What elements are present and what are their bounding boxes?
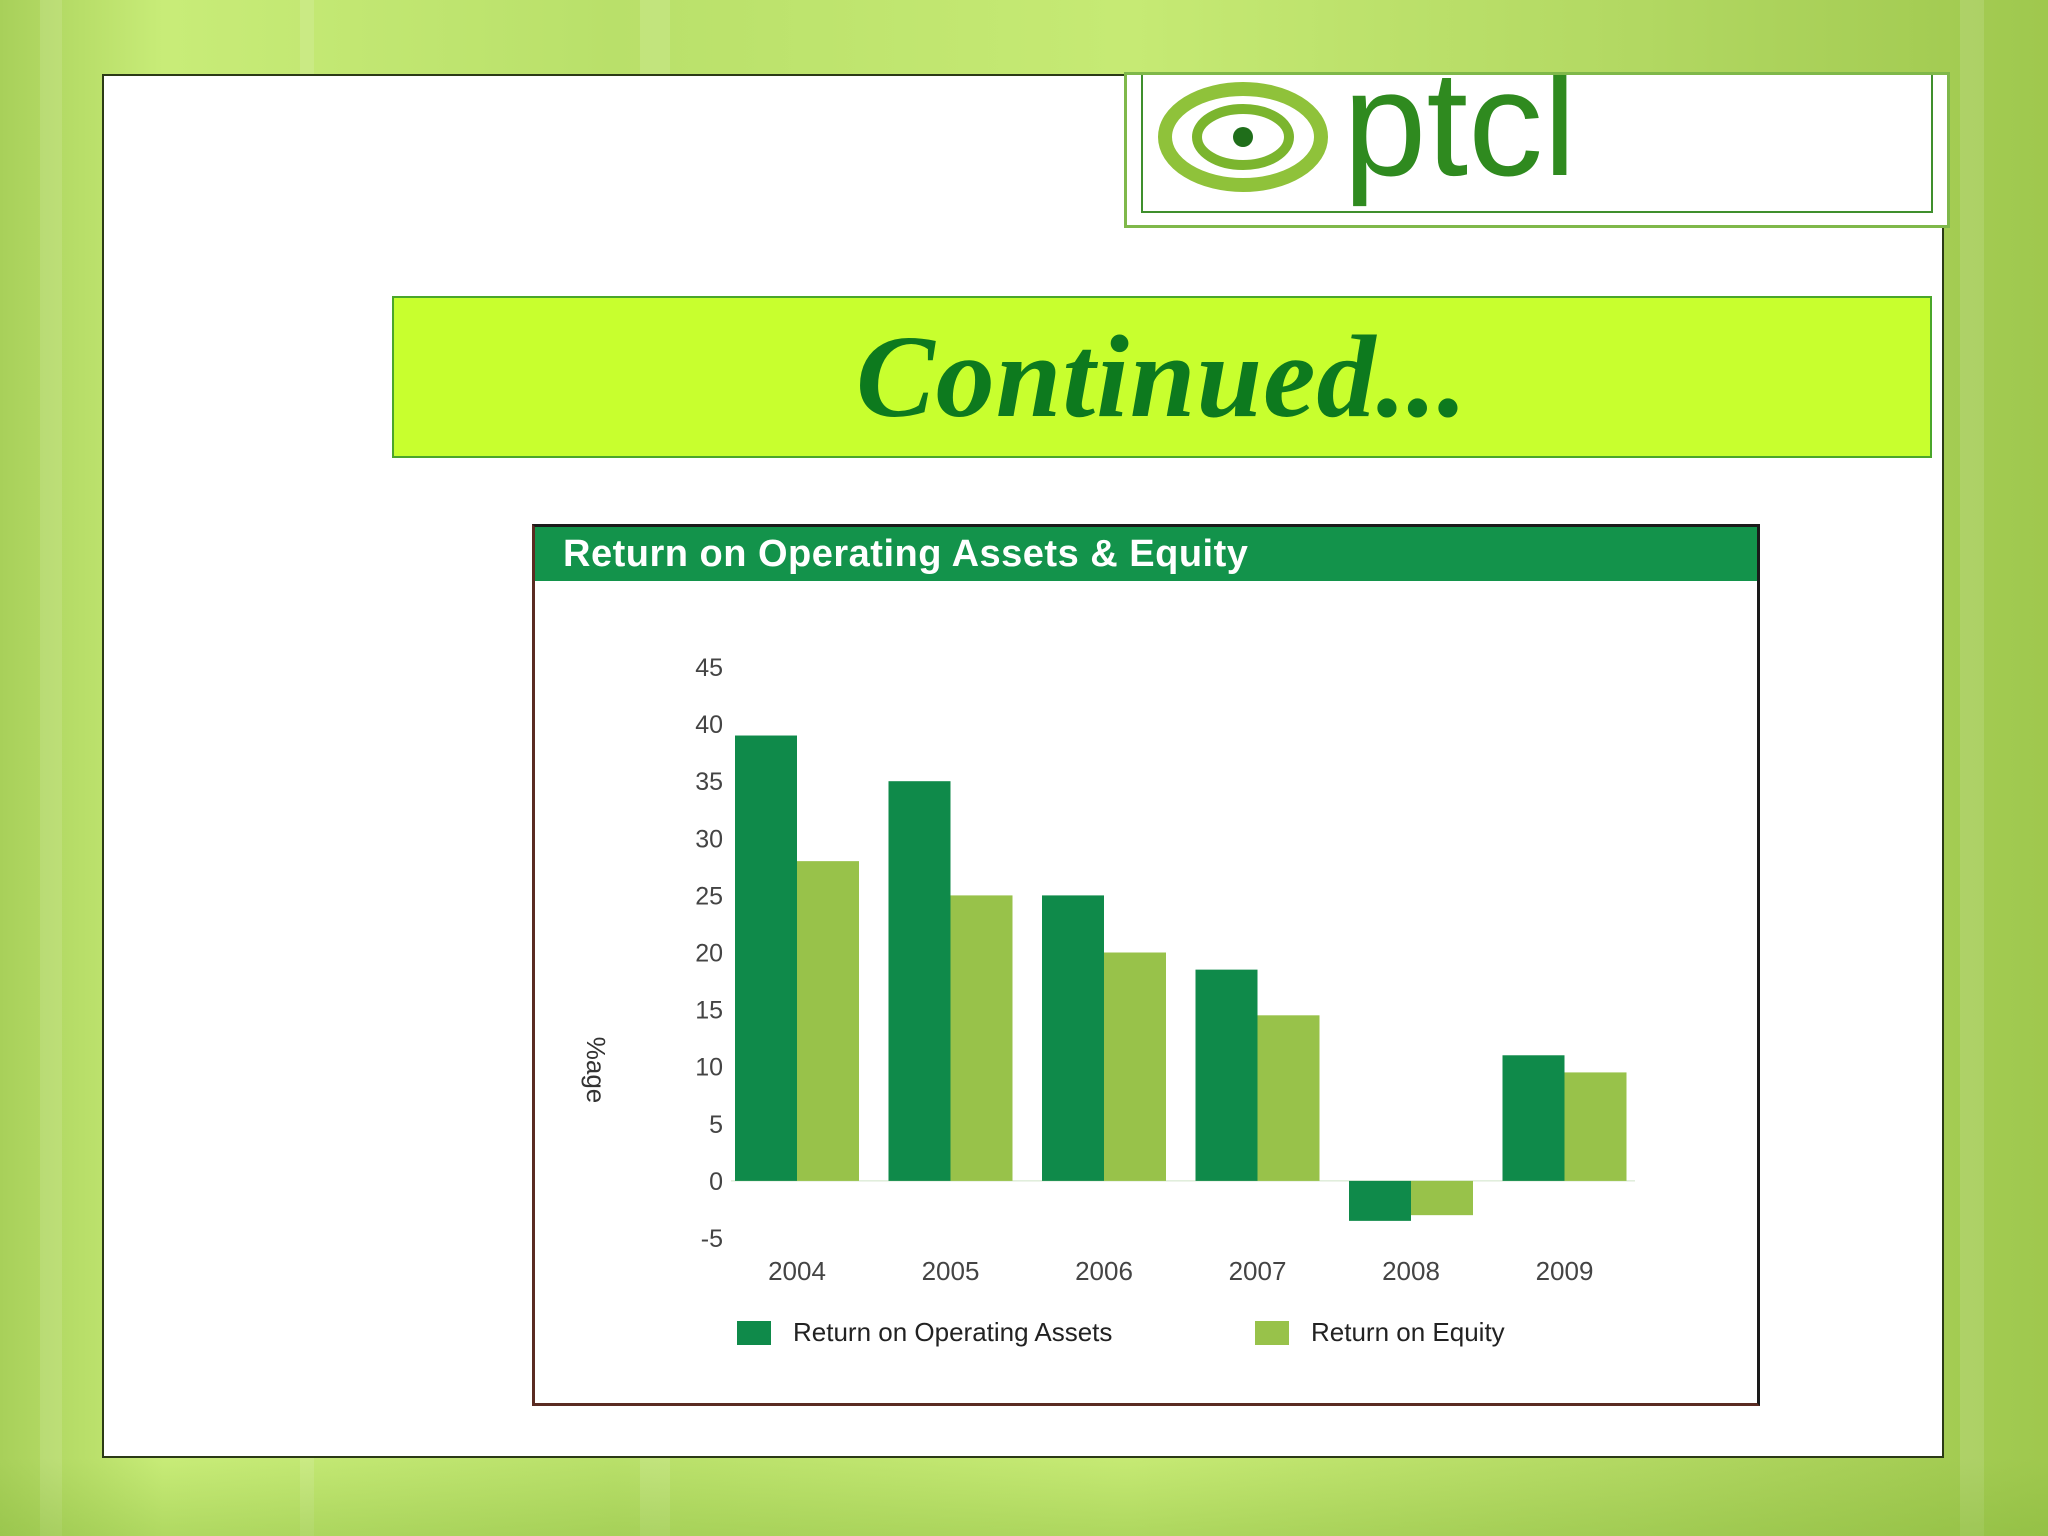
bar-operating-assets-2007 <box>1195 969 1258 1181</box>
logo-box: ptcl <box>1124 72 1950 228</box>
background-stripe <box>1960 0 1984 1536</box>
legend-label-equity: Return on Equity <box>1311 1317 1505 1347</box>
y-tick-label: 30 <box>695 825 723 853</box>
y-tick-label: 10 <box>695 1054 723 1082</box>
legend-swatch-operating-assets <box>737 1321 771 1345</box>
chart-frame: Return on Operating Assets & Equity 45 40… <box>532 524 1760 1406</box>
logo-dot <box>1233 127 1253 147</box>
y-tick-label: 5 <box>709 1111 723 1139</box>
y-tick-label: 15 <box>695 997 723 1025</box>
bar-equity-2007 <box>1257 1015 1320 1181</box>
background-stripe <box>40 0 62 1536</box>
logo-swirl-inner <box>1192 104 1294 170</box>
legend-label-operating-assets: Return on Operating Assets <box>793 1317 1112 1347</box>
logo-swirl-outer <box>1158 82 1328 192</box>
y-tick-label: 40 <box>695 711 723 739</box>
bar-equity-2004 <box>797 861 859 1181</box>
x-tick-label: 2008 <box>1382 1256 1440 1286</box>
bar-equity-2009 <box>1564 1072 1627 1181</box>
y-tick-label: 45 <box>695 654 723 682</box>
y-tick-label: 25 <box>695 882 723 910</box>
bar-operating-assets-2006 <box>1042 895 1104 1181</box>
legend-swatch-equity <box>1255 1321 1289 1345</box>
y-tick-label: 20 <box>695 940 723 968</box>
bar-operating-assets-2004 <box>735 735 797 1181</box>
x-tick-label: 2006 <box>1075 1256 1133 1286</box>
x-tick-label: 2009 <box>1536 1256 1594 1286</box>
bar-operating-assets-2008 <box>1349 1180 1411 1221</box>
logo-graphic: ptcl <box>1158 75 1576 207</box>
logo-text: ptcl <box>1343 75 1576 207</box>
x-tick-label: 2007 <box>1229 1256 1287 1286</box>
bar-equity-2006 <box>1104 952 1166 1181</box>
x-tick-label: 2004 <box>768 1256 826 1286</box>
logo: ptcl <box>1141 75 1933 213</box>
background-bottom-band <box>0 1458 2048 1536</box>
y-axis-label: %age <box>581 1037 611 1104</box>
legend: Return on Operating Assets Return on Equ… <box>737 1317 1505 1347</box>
y-tick-label: 0 <box>709 1168 723 1196</box>
x-axis-ticks: 2004 2005 2006 2007 2008 2009 <box>768 1256 1593 1286</box>
bars <box>731 735 1635 1221</box>
title-bar: Continued... <box>392 296 1932 458</box>
x-tick-label: 2005 <box>922 1256 980 1286</box>
slide-title: Continued... <box>855 311 1469 442</box>
bar-operating-assets-2009 <box>1502 1055 1565 1181</box>
y-tick-label: 35 <box>695 768 723 796</box>
y-axis-ticks: 45 40 35 30 25 20 15 10 5 0 -5 <box>695 654 723 1253</box>
chart-header: Return on Operating Assets & Equity <box>535 527 1757 581</box>
chart-title: Return on Operating Assets & Equity <box>563 533 1249 575</box>
bar-equity-2005 <box>950 895 1013 1181</box>
bar-equity-2008 <box>1411 1180 1473 1216</box>
y-tick-label: -5 <box>701 1225 723 1253</box>
slide-panel: ptcl Continued... Return on Operating As… <box>102 72 1950 1458</box>
bar-operating-assets-2005 <box>888 781 951 1181</box>
